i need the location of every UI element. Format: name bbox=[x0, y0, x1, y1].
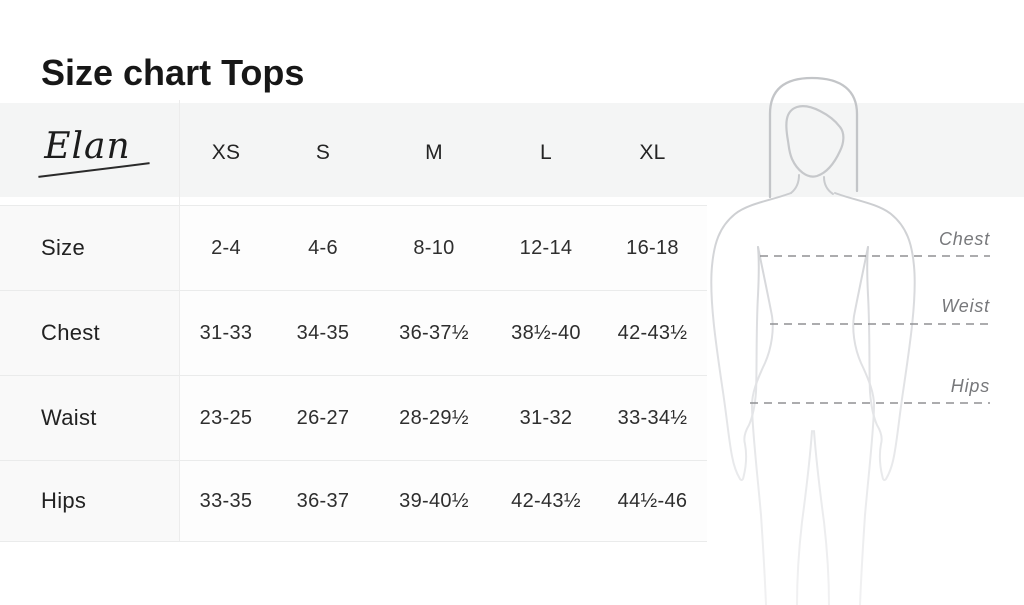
row-label-chest: Chest bbox=[0, 290, 180, 375]
row-label-hips: Hips bbox=[0, 460, 180, 541]
table-cell: 8-10 bbox=[374, 205, 494, 290]
table-cell: 31-32 bbox=[494, 375, 598, 460]
table-cell: 36-37 bbox=[272, 460, 374, 541]
chest-label: Chest bbox=[938, 229, 990, 249]
column-header-xl: XL bbox=[639, 140, 666, 164]
right-arm-outline bbox=[834, 192, 916, 482]
table-cell: 26-27 bbox=[272, 375, 374, 460]
column-header-s: S bbox=[315, 140, 331, 164]
row-label-size: Size bbox=[0, 205, 180, 290]
right-torso-leg-outline bbox=[852, 246, 875, 605]
left-inner-leg-outline bbox=[796, 430, 813, 605]
hips-label: Hips bbox=[950, 376, 990, 396]
table-cell: 44½-46 bbox=[598, 460, 707, 541]
table-cell: 16-18 bbox=[598, 205, 707, 290]
column-header-l: L bbox=[540, 140, 552, 164]
left-arm-outline bbox=[710, 192, 792, 482]
table-cell: 34-35 bbox=[272, 290, 374, 375]
column-header-xs: XS bbox=[211, 140, 241, 164]
size-chart-table: Elan XS S M L XL Size 2-4 4-6 8-10 12-14… bbox=[0, 100, 707, 542]
table-cell: 33-34½ bbox=[598, 375, 707, 460]
column-header-m: M bbox=[425, 140, 443, 164]
weist-label: Weist bbox=[941, 296, 990, 316]
brand-logo-text: Elan bbox=[44, 126, 131, 167]
table-cell: 28-29½ bbox=[374, 375, 494, 460]
table-cell: 39-40½ bbox=[374, 460, 494, 541]
table-cell: 38½-40 bbox=[494, 290, 598, 375]
row-label-waist: Waist bbox=[0, 375, 180, 460]
table-cell: 33-35 bbox=[180, 460, 272, 541]
left-torso-leg-outline bbox=[751, 246, 774, 605]
table-cell: 36-37½ bbox=[374, 290, 494, 375]
table-cell: 12-14 bbox=[494, 205, 598, 290]
table-cell: 2-4 bbox=[180, 205, 272, 290]
table-cell: 42-43½ bbox=[598, 290, 707, 375]
right-inner-leg-outline bbox=[813, 430, 830, 605]
logo-cell: Elan bbox=[0, 100, 180, 205]
page-title: Size chart Tops bbox=[41, 52, 305, 94]
table-cell: 31-33 bbox=[180, 290, 272, 375]
brand-logo: Elan bbox=[38, 126, 150, 179]
table-cell: 42-43½ bbox=[494, 460, 598, 541]
table-cell: 23-25 bbox=[180, 375, 272, 460]
table-cell: 4-6 bbox=[272, 205, 374, 290]
